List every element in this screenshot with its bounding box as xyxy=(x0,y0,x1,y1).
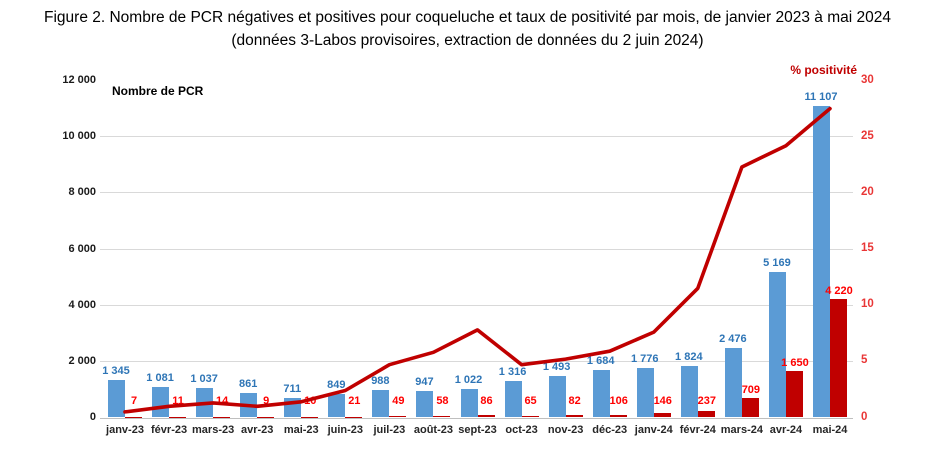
y-axis-tick-right: 0 xyxy=(861,410,868,423)
y-axis-tick-right: 15 xyxy=(861,242,874,254)
y-axis-tick-left: 8 000 xyxy=(68,186,96,199)
figure-title-line1: Figure 2. Nombre de PCR négatives et pos… xyxy=(44,9,891,26)
bar-positive-janv-24 xyxy=(653,413,671,418)
y-axis-tick-left: 4 000 xyxy=(68,298,96,311)
bar-positive-juin-23 xyxy=(345,416,363,418)
x-axis-tick-sept-23: sept-23 xyxy=(458,424,497,436)
bar-positive-déc-23 xyxy=(609,414,627,418)
bar-negative-févr-24 xyxy=(680,366,698,418)
bar-negative-avr-24 xyxy=(768,272,786,418)
right-axis-title: % positivité xyxy=(790,63,857,77)
value-label-positive-févr-24: 237 xyxy=(697,395,716,407)
value-label-negative-févr-24: 1 824 xyxy=(675,351,703,364)
value-label-positive-mars-24: 709 xyxy=(741,383,761,396)
y-axis-tick-right: 25 xyxy=(861,129,874,142)
y-axis-tick-left: 6 000 xyxy=(68,242,96,255)
bar-positive-nov-23 xyxy=(565,415,583,418)
x-axis-tick-déc-23: déc-23 xyxy=(592,424,628,436)
x-axis-tick-mai-23: mai-23 xyxy=(283,424,319,436)
y-axis-tick-left: 12 000 xyxy=(62,74,96,86)
gridline xyxy=(100,248,853,250)
bar-positive-juil-23 xyxy=(389,416,407,418)
y-axis-tick-right: 20 xyxy=(861,185,874,198)
bar-positive-sept-23 xyxy=(477,415,495,418)
x-axis-tick-févr-23: févr-23 xyxy=(151,424,188,436)
x-axis-tick-mars-23: mars-23 xyxy=(192,424,235,436)
gridline xyxy=(100,304,853,306)
y-axis-tick-right: 10 xyxy=(861,298,874,311)
figure-title: Figure 2. Nombre de PCR négatives et pos… xyxy=(0,6,935,52)
bar-positive-mars-24 xyxy=(741,397,759,418)
gridline xyxy=(100,136,853,138)
x-axis-tick-janv-23: janv-23 xyxy=(106,424,144,436)
left-axis-title: Nombre de PCR xyxy=(112,84,204,98)
value-label-positive-mai-24: 4 220 xyxy=(825,284,853,297)
x-axis-tick-janv-24: janv-24 xyxy=(634,424,673,436)
gridline xyxy=(100,192,853,194)
bar-positive-avr-24 xyxy=(785,371,803,418)
bar-positive-oct-23 xyxy=(521,415,539,418)
figure-title-line2: (données 3-Labos provisoires, extraction… xyxy=(231,32,704,49)
value-label-negative-avr-24: 5 169 xyxy=(763,257,791,270)
x-axis-tick-mai-24: mai-24 xyxy=(812,424,848,436)
y-axis-tick-left: 0 xyxy=(89,411,96,423)
y-axis-tick-left: 10 000 xyxy=(62,130,96,143)
y-axis-tick-right: 5 xyxy=(861,354,868,367)
x-axis-tick-juil-23: juil-23 xyxy=(373,424,406,436)
bar-positive-mai-24 xyxy=(830,298,847,418)
x-axis-line xyxy=(100,417,853,419)
x-axis-tick-oct-23: oct-23 xyxy=(505,424,538,436)
x-axis-tick-févr-24: févr-24 xyxy=(679,424,716,436)
x-axis-tick-avr-24: avr-24 xyxy=(769,424,803,436)
x-axis-tick-mars-24: mars-24 xyxy=(720,424,763,436)
x-axis-tick-nov-23: nov-23 xyxy=(547,424,584,436)
x-axis-tick-juin-23: juin-23 xyxy=(327,424,364,436)
bar-negative-mars-24 xyxy=(724,347,742,418)
y-axis-tick-left: 2 000 xyxy=(68,354,96,367)
value-label-negative-janv-23: 1 345 xyxy=(102,364,130,377)
bar-positive-févr-24 xyxy=(697,410,715,418)
value-label-negative-mai-24: 11 107 xyxy=(804,90,838,103)
bar-positive-août-23 xyxy=(433,415,451,418)
value-label-positive-avr-24: 1 650 xyxy=(781,357,809,370)
bar-negative-déc-23 xyxy=(592,370,610,418)
bar-negative-mai-24 xyxy=(813,105,830,418)
bar-negative-janv-24 xyxy=(636,367,654,418)
y-axis-tick-right: 30 xyxy=(861,73,874,86)
x-axis-tick-août-23: août-23 xyxy=(413,424,453,436)
x-axis-tick-avr-23: avr-23 xyxy=(240,424,274,436)
value-label-negative-mars-24: 2 476 xyxy=(719,332,747,345)
bar-negative-janv-23 xyxy=(108,379,125,418)
